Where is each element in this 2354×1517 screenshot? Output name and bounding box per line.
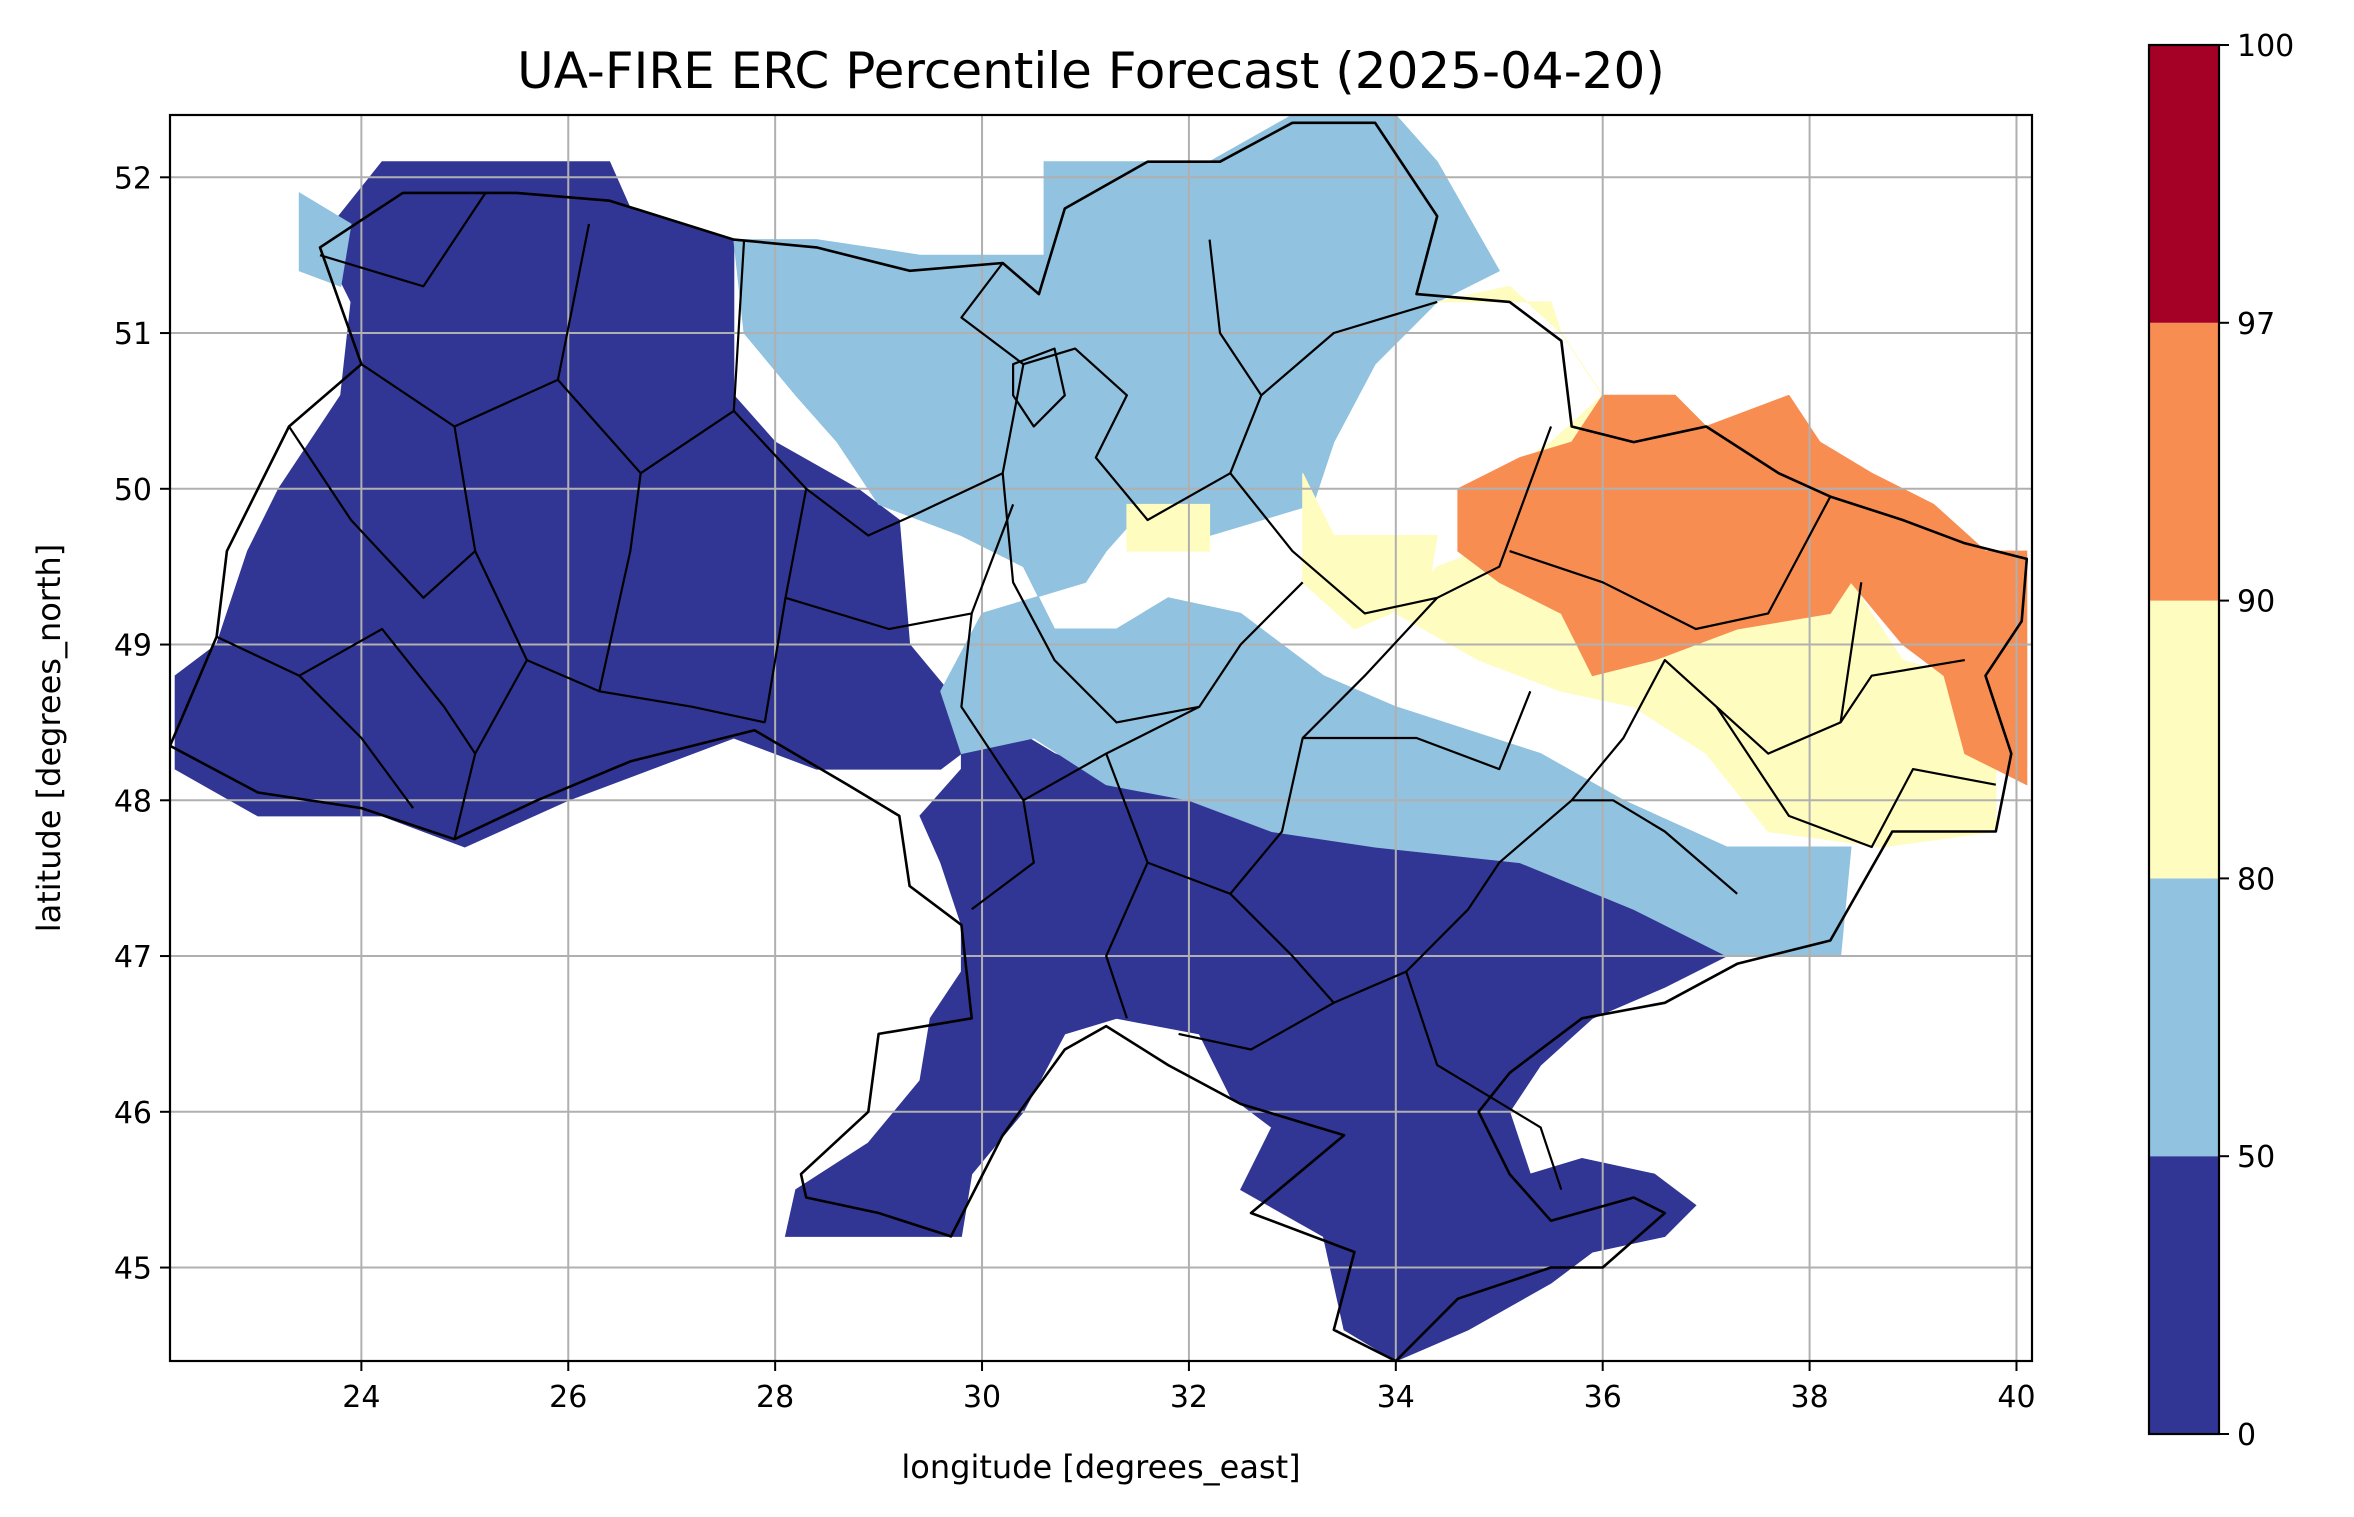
oblast-boundary-2 (557, 239, 746, 475)
oblast-boundary-23 (1333, 799, 1738, 1004)
colorbar-label-50: 50 (2237, 1140, 2275, 1175)
x-tick-label-28: 28 (756, 1380, 794, 1415)
oblast-boundary-1 (360, 223, 591, 428)
colorbar-label-80: 80 (2237, 862, 2275, 897)
colorbar-label-100: 100 (2237, 29, 2294, 64)
y-tick-label-52: 52 (114, 161, 152, 196)
colorbar-frame (2147, 43, 2221, 1436)
y-tick-label-46: 46 (114, 1096, 152, 1131)
x-axis-ticks: 24 26 28 30 32 34 36 38 40 (342, 1361, 2036, 1415)
coastline-segment (1488, 1095, 1563, 1191)
y-tick-label-47: 47 (114, 940, 152, 975)
colorbar-label-97: 97 (2237, 307, 2275, 342)
x-tick-label-26: 26 (549, 1380, 587, 1415)
plot-frame (168, 113, 2034, 1363)
colorbar-segment-4 (2149, 45, 2219, 323)
oblast-boundary-26 (1715, 706, 1997, 849)
oblast-boundary-19 (1105, 753, 1149, 1019)
colorbar-segment-0 (2149, 1156, 2219, 1434)
admin-boundaries (170, 121, 2029, 1361)
colorbar-segment-2 (2149, 600, 2219, 879)
oblast-boundary-21 (1301, 597, 1439, 739)
chart-title: UA-FIRE ERC Percentile Forecast (2025-04… (517, 42, 1665, 100)
oblast-boundary-4 (1023, 239, 1263, 522)
fire-danger-regions (174, 115, 2028, 1361)
oblast-boundary-12 (526, 473, 642, 693)
colorbar-segment-3 (2149, 322, 2219, 601)
colorbar: 0 50 80 90 97 100 (2147, 29, 2294, 1453)
x-tick-label-38: 38 (1791, 1380, 1829, 1415)
x-tick-label-32: 32 (1170, 1380, 1208, 1415)
oblast-boundary-0 (319, 192, 487, 288)
oblast-boundary-7 (1509, 496, 1832, 631)
colorbar-segment-1 (2149, 878, 2219, 1157)
plot-area: 24 26 28 30 32 34 36 38 40 45 46 47 48 49 50 51 52 (114, 113, 2036, 1415)
y-axis-label: latitude [degrees_north] (30, 544, 68, 933)
x-tick-label-24: 24 (342, 1380, 380, 1415)
oblast-boundary-18 (1001, 473, 1200, 724)
oblast-boundary-6 (1229, 426, 1553, 615)
x-tick-label-40: 40 (1997, 1380, 2035, 1415)
x-tick-label-34: 34 (1377, 1380, 1415, 1415)
oblast-boundary-5 (1260, 300, 1438, 397)
oblast-boundary-24 (1405, 971, 1490, 1098)
x-axis-label: longitude [degrees_east] (901, 1448, 1300, 1486)
y-tick-label-45: 45 (114, 1252, 152, 1287)
y-tick-label-49: 49 (114, 629, 152, 664)
y-axis-ticks: 45 46 47 48 49 50 51 52 (114, 161, 170, 1287)
oblast-boundary-13 (599, 690, 766, 724)
y-tick-label-50: 50 (114, 473, 152, 508)
oblast-boundary-27 (1839, 659, 1965, 724)
y-tick-label-48: 48 (114, 784, 152, 819)
country-border (170, 121, 2029, 1361)
colorbar-label-0: 0 (2237, 1418, 2256, 1453)
x-tick-label-30: 30 (963, 1380, 1001, 1415)
oblast-boundary-15 (785, 504, 1015, 631)
oblast-boundary-11 (298, 627, 477, 755)
y-tick-label-51: 51 (114, 317, 152, 352)
reservoir-outline (1011, 347, 1066, 428)
x-tick-label-36: 36 (1584, 1380, 1622, 1415)
oblast-boundary-3 (732, 262, 1025, 537)
colorbar-label-90: 90 (2237, 585, 2275, 620)
oblast-boundary-9 (288, 425, 476, 599)
oblast-boundary-10 (216, 635, 414, 809)
region-moderate-1 (298, 192, 352, 287)
